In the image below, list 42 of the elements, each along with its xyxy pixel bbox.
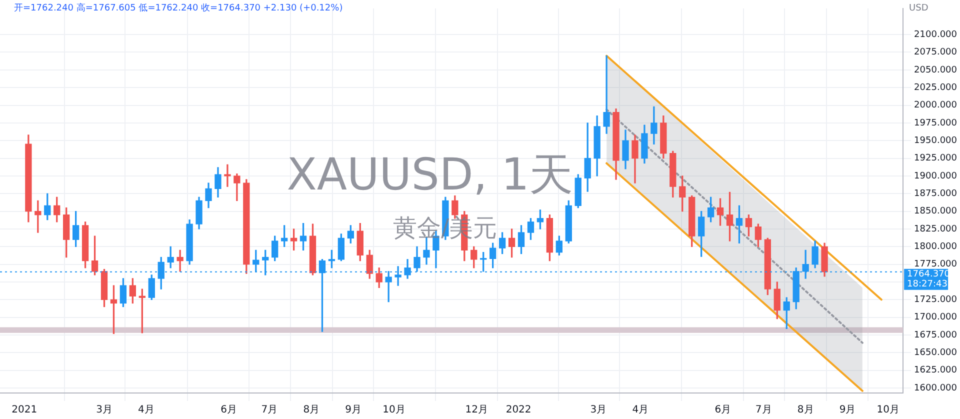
y-tick-label: 1725.000 — [914, 295, 958, 306]
x-tick-label: 7月 — [755, 404, 772, 416]
x-tick-label: 4月 — [138, 404, 154, 416]
x-tick-label: 6月 — [220, 404, 237, 416]
y-tick-label: 1625.000 — [914, 366, 958, 376]
x-tick-label: 6月 — [714, 404, 732, 416]
y-axis-title: USD — [909, 3, 928, 14]
x-tick-label: 10月 — [876, 404, 900, 416]
text: 18:27:43 — [907, 280, 948, 290]
y-tick-label: 1775.000 — [914, 260, 958, 270]
x-tick-label: 10月 — [382, 404, 406, 416]
y-tick-label: 1675.000 — [914, 330, 958, 340]
y-tick-label: 1650.000 — [914, 348, 958, 358]
y-tick-label: 1850.000 — [914, 206, 958, 217]
x-tick-label: 3月 — [590, 404, 607, 416]
x-tick-label: 9月 — [839, 404, 856, 416]
x-tick-label: 2021 — [12, 404, 38, 416]
candlestick — [224, 164, 231, 187]
text: XAUUSD, 1天 — [286, 149, 574, 200]
y-tick-label: 1600.000 — [914, 383, 958, 394]
y-tick-label: 1900.000 — [914, 171, 958, 182]
x-tick-label: 2022 — [506, 404, 532, 416]
x-tick-label: 7月 — [261, 404, 278, 416]
x-tick-label: 9月 — [345, 404, 362, 416]
x-tick-label: 8月 — [303, 404, 320, 416]
y-tick-label: 1825.000 — [914, 224, 958, 234]
y-tick-label: 2100.000 — [914, 30, 958, 40]
y-tick-label: 2075.000 — [914, 48, 958, 58]
x-tick-label: 12月 — [465, 404, 488, 416]
y-tick-label: 1950.000 — [914, 136, 958, 146]
y-tick-label: 1800.000 — [914, 242, 958, 252]
annotation: 开=1762.240 高=1767.605 低=1762.240 收=1764.370 +2.130 (+0.12%) — [14, 2, 343, 14]
y-tick-label: 2050.000 — [914, 65, 958, 76]
y-tick-label: 1700.000 — [914, 312, 958, 323]
y-tick-label: 1875.000 — [914, 188, 958, 199]
y-tick-label: 2000.000 — [914, 100, 958, 111]
x-tick-label: 8月 — [797, 404, 814, 416]
y-tick-label: 1975.000 — [914, 118, 958, 128]
x-tick-label: 4月 — [632, 404, 649, 416]
y-tick-label: 2025.000 — [914, 82, 958, 93]
y-tick-label: 1925.000 — [914, 154, 958, 164]
x-tick-label: 3月 — [96, 404, 112, 416]
